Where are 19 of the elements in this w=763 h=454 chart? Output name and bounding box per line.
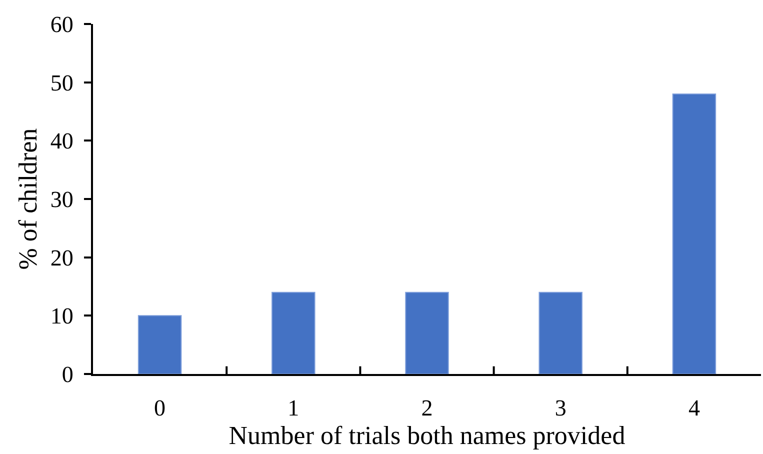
bar bbox=[272, 292, 316, 374]
y-tick-label: 0 bbox=[62, 362, 74, 388]
y-tick-label: 30 bbox=[50, 187, 74, 212]
y-tick-label: 10 bbox=[50, 304, 74, 329]
x-tick-label: 0 bbox=[154, 396, 166, 421]
y-tick-label: 50 bbox=[50, 70, 74, 96]
x-tick-label: 4 bbox=[688, 396, 700, 421]
bar bbox=[672, 94, 716, 374]
y-tick-label: 60 bbox=[50, 12, 74, 38]
y-tick-label: 40 bbox=[50, 128, 74, 154]
x-tick-label: 3 bbox=[554, 396, 566, 421]
x-tick-label: 2 bbox=[421, 396, 433, 421]
bar bbox=[138, 315, 182, 374]
bar bbox=[538, 292, 582, 374]
y-axis-title: % of children bbox=[13, 128, 42, 270]
bar bbox=[405, 292, 449, 374]
x-tick-label: 1 bbox=[288, 396, 300, 421]
x-axis-title: Number of trials both names provided bbox=[228, 420, 626, 450]
y-tick-label: 20 bbox=[50, 245, 74, 270]
